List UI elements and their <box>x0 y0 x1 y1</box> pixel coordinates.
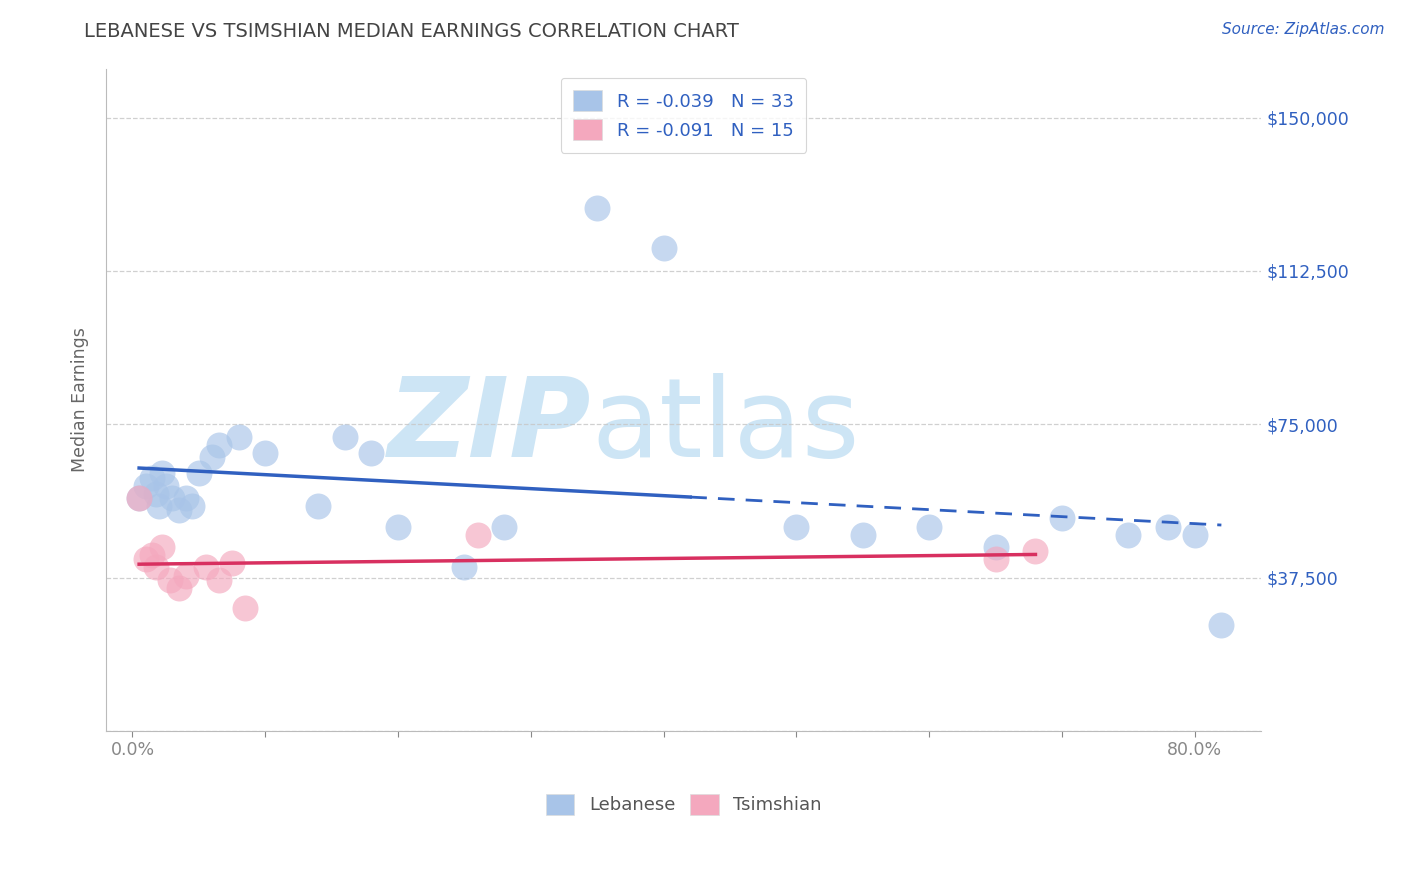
Point <box>984 540 1007 554</box>
Point <box>145 560 167 574</box>
Point <box>155 478 177 492</box>
Point <box>135 552 157 566</box>
Point <box>208 438 231 452</box>
Point <box>167 581 190 595</box>
Point <box>181 499 204 513</box>
Point <box>150 540 173 554</box>
Legend: Lebanese, Tsimshian: Lebanese, Tsimshian <box>538 787 828 822</box>
Point <box>307 499 329 513</box>
Point <box>208 573 231 587</box>
Text: Source: ZipAtlas.com: Source: ZipAtlas.com <box>1222 22 1385 37</box>
Point <box>233 601 256 615</box>
Point <box>984 552 1007 566</box>
Point <box>194 560 217 574</box>
Point <box>254 446 277 460</box>
Point <box>852 528 875 542</box>
Point <box>333 429 356 443</box>
Point <box>1184 528 1206 542</box>
Point <box>128 491 150 505</box>
Point <box>148 499 170 513</box>
Point <box>128 491 150 505</box>
Point <box>228 429 250 443</box>
Point <box>162 491 184 505</box>
Point <box>1211 617 1233 632</box>
Point <box>467 528 489 542</box>
Point <box>360 446 382 460</box>
Point <box>174 491 197 505</box>
Point <box>145 487 167 501</box>
Text: atlas: atlas <box>591 373 859 480</box>
Point <box>1157 519 1180 533</box>
Point <box>174 568 197 582</box>
Point <box>201 450 224 464</box>
Point <box>494 519 516 533</box>
Point <box>159 573 181 587</box>
Point <box>453 560 475 574</box>
Point <box>187 467 209 481</box>
Point <box>1050 511 1073 525</box>
Y-axis label: Median Earnings: Median Earnings <box>72 327 89 472</box>
Point <box>141 470 163 484</box>
Point <box>135 478 157 492</box>
Point <box>918 519 941 533</box>
Point <box>167 503 190 517</box>
Text: LEBANESE VS TSIMSHIAN MEDIAN EARNINGS CORRELATION CHART: LEBANESE VS TSIMSHIAN MEDIAN EARNINGS CO… <box>84 22 740 41</box>
Point <box>150 467 173 481</box>
Point <box>387 519 409 533</box>
Point <box>221 557 243 571</box>
Point <box>785 519 807 533</box>
Point <box>141 548 163 562</box>
Point <box>1118 528 1140 542</box>
Point <box>586 201 609 215</box>
Text: ZIP: ZIP <box>388 373 591 480</box>
Point <box>652 242 675 256</box>
Point <box>1024 544 1046 558</box>
